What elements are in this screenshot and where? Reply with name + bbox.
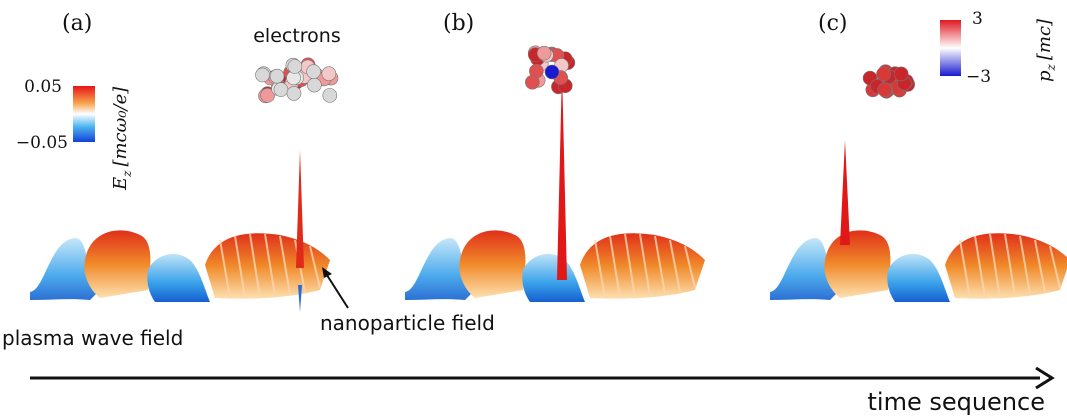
panel-label: (c) xyxy=(818,11,848,36)
colorbar-max: 0.05 xyxy=(24,77,62,97)
unit: [mc] xyxy=(1034,18,1055,60)
electron xyxy=(287,86,301,100)
colorbar xyxy=(940,20,961,76)
electron xyxy=(270,69,284,83)
electron-cluster xyxy=(255,46,914,103)
nanoparticle-spike xyxy=(296,150,304,268)
wave-a xyxy=(30,230,330,302)
pointer-arrow xyxy=(325,272,348,308)
electron xyxy=(894,67,908,81)
electron xyxy=(288,60,302,74)
annotation: plasma wave field xyxy=(2,326,183,350)
symbol: E xyxy=(110,177,131,191)
symbol: p xyxy=(1034,70,1055,82)
wave-b xyxy=(405,230,705,302)
colorbar xyxy=(73,86,95,142)
electron xyxy=(322,67,336,81)
electron xyxy=(274,83,288,97)
subscript: z xyxy=(1044,63,1058,71)
electron xyxy=(323,88,337,102)
annotation: nanoparticle field xyxy=(320,311,495,335)
electron xyxy=(307,78,321,92)
panel-label: (a) xyxy=(62,11,92,36)
figure: (a) (b) (c) electrons 0.05 −0.05 Ez [mcω₀… xyxy=(0,0,1067,418)
electron xyxy=(545,65,559,79)
nanoparticle-spike xyxy=(840,140,850,245)
electron xyxy=(307,65,321,79)
colorbar-label: pz [mc] xyxy=(1034,18,1058,82)
unit: [mcω₀/e] xyxy=(110,86,131,167)
nanoparticle-spike xyxy=(298,285,302,312)
annotation: time sequence xyxy=(867,388,1045,416)
colorbar-max: 3 xyxy=(972,9,983,29)
annotation: electrons xyxy=(253,25,341,47)
colorbar-min: −3 xyxy=(966,67,991,87)
nanoparticle-spike xyxy=(557,70,567,280)
electron xyxy=(877,67,891,81)
colorbar-label: Ez [mcω₀/e] xyxy=(110,86,134,191)
panel-label: (b) xyxy=(443,11,474,36)
electron xyxy=(878,83,892,97)
wave-c xyxy=(770,230,1067,302)
electron xyxy=(525,75,539,89)
colorbar-min: −0.05 xyxy=(16,133,68,153)
electron xyxy=(537,46,551,60)
electron xyxy=(255,68,269,82)
subscript: z xyxy=(120,170,134,178)
